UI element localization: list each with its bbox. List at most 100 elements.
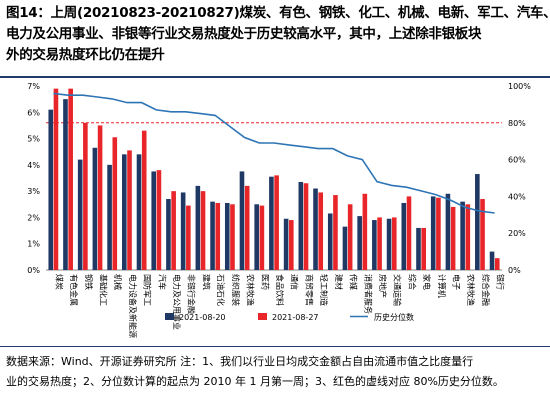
- y-left-tick-label: 0%: [27, 266, 40, 275]
- bar-series-2: [259, 205, 265, 270]
- y-right-tick-label: 20%: [508, 229, 526, 238]
- bar-series-2: [97, 125, 103, 270]
- category-label: 交通运输: [393, 274, 403, 306]
- bar-series-2: [362, 193, 368, 270]
- bar-series-2: [347, 204, 353, 270]
- bar-series-2: [83, 122, 88, 270]
- y-left-tick-label: 4%: [27, 161, 40, 170]
- bar-series-1: [151, 171, 157, 270]
- category-label: 计算机: [437, 274, 447, 298]
- category-label: 轻工制造: [319, 274, 329, 306]
- y-left-tick-label: 7%: [27, 82, 40, 91]
- bar-series-1: [269, 176, 274, 270]
- bar-series-1: [416, 227, 421, 270]
- bar-series-2: [333, 195, 338, 270]
- bar-series-1: [460, 201, 465, 270]
- category-label: 银行: [496, 274, 506, 290]
- bar-series-1: [77, 159, 83, 270]
- category-label: 电力及公用事业: [172, 274, 182, 330]
- category-label: 建筑: [201, 274, 211, 290]
- y-left-tick-label: 3%: [27, 187, 40, 196]
- category-label: 有色金属: [69, 274, 79, 306]
- bar-series-1: [136, 154, 142, 270]
- bar-series-2: [274, 175, 279, 270]
- category-label: 家电: [422, 274, 432, 290]
- bar-series-1: [63, 99, 68, 271]
- category-label: 电子: [452, 274, 462, 290]
- bar-series-1: [357, 216, 362, 270]
- category-label: 综合金融: [481, 274, 491, 306]
- bar-series-2: [186, 205, 191, 270]
- bar-series-1: [224, 202, 230, 270]
- source-note-line-1: 数据来源：Wind、开源证券研究所 注：1、我们以行业日均成交金额占自由流通市值…: [6, 355, 474, 368]
- bar-series-1: [92, 147, 98, 270]
- bar-series-1: [195, 185, 201, 270]
- bar-series-1: [239, 171, 245, 270]
- figure-title: 图14：上周(20210823-20210827)煤炭、有色、钢铁、化工、机械、…: [6, 3, 550, 66]
- bar-series-1: [283, 218, 289, 270]
- bar-series-1: [210, 201, 215, 270]
- bar-series-1: [475, 174, 480, 270]
- bar-series-2: [289, 220, 294, 270]
- bar-series-2: [436, 197, 441, 270]
- category-label: 国防军工: [143, 274, 153, 306]
- title-line-1: 图14：上周(20210823-20210827)煤炭、有色、钢铁、化工、机械、…: [6, 5, 550, 21]
- category-label: 非银行金融: [187, 274, 197, 314]
- source-note-line-2: 业的交易热度；2、分位数计算的起点为 2010 年 1 月第一周；3、红色的虚线…: [6, 375, 504, 388]
- y-right-tick-label: 60%: [508, 156, 526, 165]
- legend-series-1-label: 2021-08-20: [179, 313, 226, 322]
- category-label: 农林牧渔: [246, 274, 256, 306]
- bar-series-1: [401, 202, 407, 270]
- y-left-tick-label: 2%: [27, 213, 40, 222]
- category-label: 医药: [260, 274, 270, 290]
- bar-series-1: [386, 218, 392, 270]
- y-right-tick-label: 100%: [508, 82, 531, 91]
- bar-series-2: [200, 191, 206, 270]
- legend-series-2-swatch: [258, 313, 267, 320]
- category-label: 石油石化: [216, 274, 226, 306]
- legend-series-1-swatch: [165, 313, 174, 320]
- bar-series-2: [68, 88, 73, 270]
- bar-series-1: [298, 181, 304, 270]
- title-line-2: 电力及公用事业、非银等行业交易热度处于历史较高水平，其中，上述除非银板块: [6, 26, 482, 42]
- category-label: 电力设备及新能源: [128, 274, 138, 338]
- bar-series-1: [48, 109, 54, 271]
- category-label: 农林牧渔: [466, 274, 476, 306]
- bar-series-1: [445, 193, 451, 270]
- category-label: 建材: [334, 274, 344, 290]
- bar-series-1: [430, 196, 436, 270]
- y-right-tick-label: 40%: [508, 192, 526, 201]
- bar-series-2: [303, 183, 309, 270]
- category-label: 消费者服务: [363, 274, 373, 314]
- bar-series-1: [372, 220, 377, 270]
- category-label: 综合: [407, 274, 417, 290]
- bar-series-2: [406, 196, 412, 270]
- category-label: 钢铁: [84, 274, 94, 290]
- y-left-tick-label: 6%: [27, 108, 40, 117]
- bar-series-2: [421, 227, 426, 270]
- bar-series-2: [156, 170, 162, 270]
- y-left-tick-label: 5%: [27, 135, 40, 144]
- bar-series-2: [230, 204, 235, 270]
- title-divider: [0, 76, 550, 78]
- bar-series-1: [313, 188, 318, 270]
- category-label: 房地产: [378, 274, 388, 298]
- bar-series-2: [141, 130, 147, 270]
- bar-series-2: [318, 192, 324, 270]
- category-label: 商贸零售: [304, 274, 314, 306]
- category-label: 纺织服装: [231, 274, 241, 306]
- category-label: 食品饮料: [275, 274, 285, 306]
- bar-series-2: [450, 206, 456, 270]
- category-label: 传媒: [349, 274, 359, 290]
- bar-series-1: [342, 226, 348, 270]
- y-left-tick-label: 1%: [27, 240, 40, 249]
- category-label: 煤炭: [54, 274, 64, 290]
- bar-series-1: [489, 251, 495, 270]
- bar-series-1: [180, 192, 186, 270]
- bar-series-1: [107, 164, 112, 270]
- category-label: 基础化工: [98, 274, 108, 306]
- bar-series-2: [127, 150, 132, 270]
- source-note: 数据来源：Wind、开源证券研究所 注：1、我们以行业日均成交金额占自由流通市值…: [6, 352, 548, 392]
- title-line-3: 外的交易热度环比仍在提升: [6, 47, 165, 63]
- bar-series-2: [480, 199, 485, 270]
